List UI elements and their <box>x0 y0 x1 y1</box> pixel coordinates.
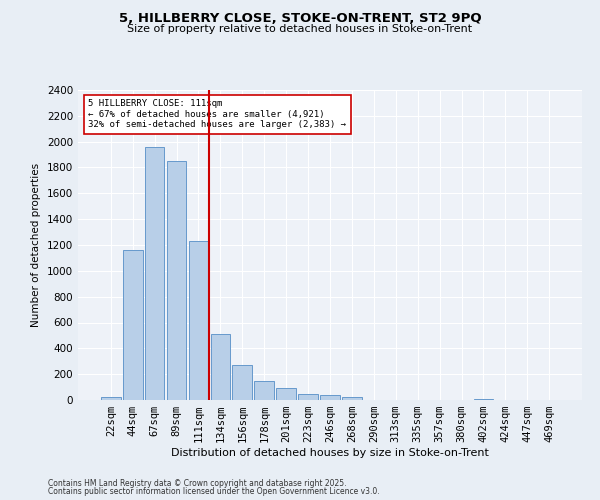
Text: 5, HILLBERRY CLOSE, STOKE-ON-TRENT, ST2 9PQ: 5, HILLBERRY CLOSE, STOKE-ON-TRENT, ST2 … <box>119 12 481 26</box>
Text: Size of property relative to detached houses in Stoke-on-Trent: Size of property relative to detached ho… <box>127 24 473 34</box>
Bar <box>211 334 230 400</box>
Text: Contains public sector information licensed under the Open Government Licence v3: Contains public sector information licen… <box>48 487 380 496</box>
Bar <box>167 161 187 400</box>
Bar <box>276 388 296 400</box>
Bar <box>123 250 143 400</box>
Bar <box>254 380 274 400</box>
Text: Contains HM Land Registry data © Crown copyright and database right 2025.: Contains HM Land Registry data © Crown c… <box>48 478 347 488</box>
Text: 5 HILLBERRY CLOSE: 111sqm
← 67% of detached houses are smaller (4,921)
32% of se: 5 HILLBERRY CLOSE: 111sqm ← 67% of detac… <box>88 100 346 129</box>
Bar <box>320 395 340 400</box>
Bar <box>232 365 252 400</box>
Bar <box>342 398 362 400</box>
Bar <box>473 398 493 400</box>
Bar <box>298 394 318 400</box>
Bar <box>145 147 164 400</box>
X-axis label: Distribution of detached houses by size in Stoke-on-Trent: Distribution of detached houses by size … <box>171 448 489 458</box>
Bar <box>188 241 208 400</box>
Y-axis label: Number of detached properties: Number of detached properties <box>31 163 41 327</box>
Bar <box>101 397 121 400</box>
